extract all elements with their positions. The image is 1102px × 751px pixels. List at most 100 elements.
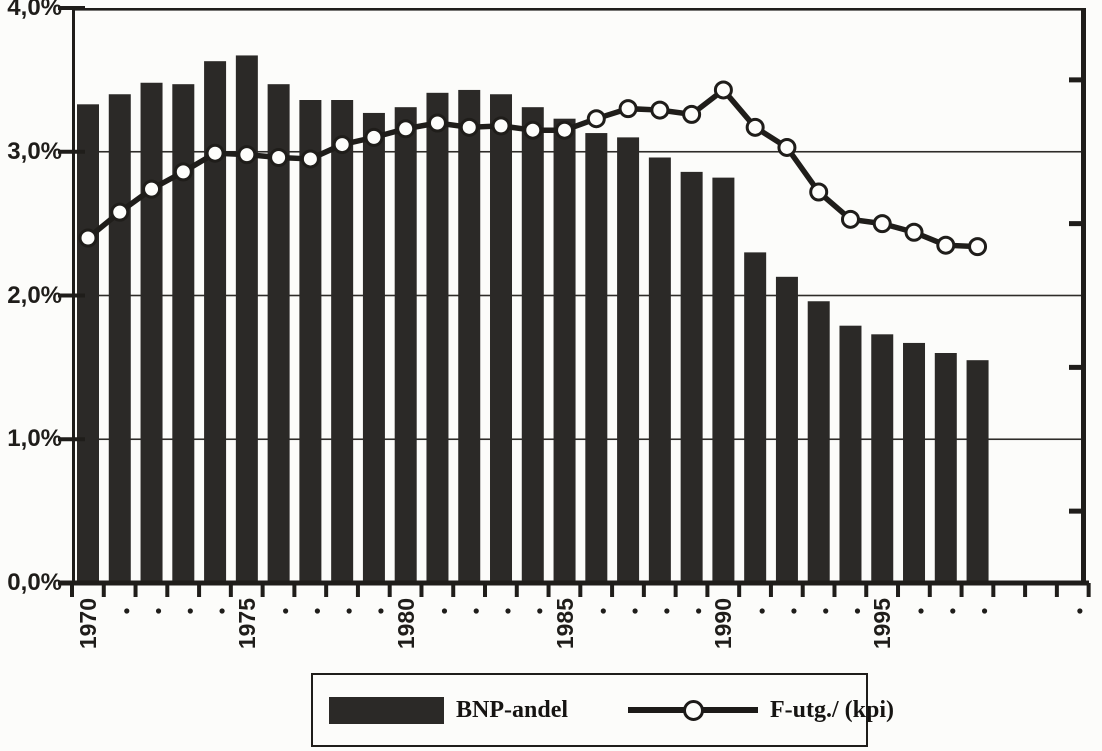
x-axis-label-1990: 1990 <box>710 598 737 650</box>
line-marker-1991 <box>745 117 765 137</box>
bar-1997 <box>934 353 957 585</box>
x-tick <box>324 583 329 597</box>
line-marker-1993 <box>809 182 829 202</box>
y-minor-tick <box>1069 77 1081 83</box>
x-dot-1989 <box>696 608 702 614</box>
x-dot-1974 <box>219 608 225 614</box>
x-tick <box>991 583 996 597</box>
top-spine <box>72 8 1086 11</box>
line-marker-1992 <box>777 137 797 157</box>
x-tick <box>101 583 106 597</box>
x-tick <box>546 583 551 597</box>
gridline <box>72 150 1084 153</box>
x-tick <box>165 583 170 597</box>
bar-1972 <box>140 82 163 585</box>
x-tick <box>70 583 74 597</box>
x-dot-1978 <box>346 608 352 614</box>
x-axis-label-1980: 1980 <box>392 598 419 650</box>
bar-1993 <box>807 301 830 585</box>
x-tick <box>1086 583 1091 597</box>
line-marker-1977 <box>300 149 320 169</box>
x-dot-1991 <box>759 608 765 614</box>
x-tick <box>483 583 488 597</box>
bar-1987 <box>617 137 640 585</box>
x-tick <box>896 583 901 597</box>
bar-1991 <box>744 252 767 585</box>
x-dot-1998 <box>981 608 988 614</box>
line-marker-1974 <box>205 143 225 163</box>
y-major-tick <box>58 293 85 298</box>
x-tick <box>578 583 583 597</box>
x-tick <box>673 583 678 597</box>
line-marker-1978 <box>332 135 352 155</box>
x-tick <box>864 583 869 597</box>
bar-1988 <box>648 157 671 585</box>
line-marker-1989 <box>682 104 702 124</box>
x-tick <box>260 583 265 597</box>
x-tick <box>1023 583 1028 597</box>
bar-1980 <box>394 107 417 585</box>
x-tick <box>419 583 424 597</box>
x-dot-1982 <box>473 608 479 614</box>
bar-1989 <box>680 171 703 585</box>
bar-1990 <box>712 177 735 585</box>
bar-1998 <box>966 360 989 585</box>
line-marker-1995 <box>872 214 892 234</box>
x-dot-1996 <box>918 608 924 614</box>
y-major-tick <box>58 149 85 154</box>
x-tick <box>705 583 710 597</box>
x-tick <box>800 583 805 597</box>
line-marker-1990 <box>713 80 733 100</box>
legend-open-circle-marker-icon <box>682 699 704 721</box>
x-tick <box>737 583 742 597</box>
x-tick <box>228 583 233 597</box>
bar-1974 <box>204 61 227 585</box>
bar-1979 <box>362 112 385 585</box>
x-tick <box>387 583 392 597</box>
x-tick <box>832 583 837 597</box>
bar-1978 <box>331 100 354 585</box>
y-major-tick <box>58 437 85 442</box>
line-marker-1996 <box>904 222 924 242</box>
line-marker-1975 <box>237 145 257 165</box>
line-marker-1973 <box>173 162 193 182</box>
line-marker-1981 <box>427 113 447 133</box>
y-minor-tick <box>1069 508 1081 514</box>
right-spine <box>1081 8 1086 583</box>
y-major-tick <box>58 6 85 10</box>
line-marker-1985 <box>555 120 575 140</box>
x-tick <box>514 583 519 597</box>
bar-1984 <box>521 107 544 585</box>
line-marker-1998 <box>968 237 988 257</box>
x-axis-label-1985: 1985 <box>551 598 578 650</box>
x-dot-1976 <box>283 608 289 614</box>
x-dot-1972 <box>155 608 162 614</box>
line-marker-1984 <box>523 120 543 140</box>
line-marker-1980 <box>396 119 416 139</box>
x-dot-1997 <box>950 608 956 614</box>
x-tick <box>355 583 360 597</box>
x-tick <box>292 583 297 597</box>
y-minor-tick <box>1069 364 1081 370</box>
line-marker-1988 <box>650 100 670 120</box>
x-tick <box>197 583 202 597</box>
line-marker-1986 <box>586 109 606 129</box>
x-dot-1993 <box>823 608 829 614</box>
gridline <box>72 294 1084 297</box>
x-tick <box>768 583 773 597</box>
bar-1981 <box>426 92 449 585</box>
x-dot-1981 <box>441 608 448 614</box>
x-dot-1988 <box>664 608 670 614</box>
x-dot-1987 <box>632 608 638 614</box>
y-axis-label: 2,0% <box>7 281 62 309</box>
x-tick <box>641 583 646 597</box>
bar-1977 <box>299 100 322 585</box>
bar-1995 <box>871 334 894 585</box>
x-tick <box>451 583 456 597</box>
line-marker-1970 <box>78 228 98 248</box>
y-axis-label: 1,0% <box>7 425 62 453</box>
x-tick <box>133 583 138 597</box>
y-axis-label: 0,0% <box>7 569 62 596</box>
